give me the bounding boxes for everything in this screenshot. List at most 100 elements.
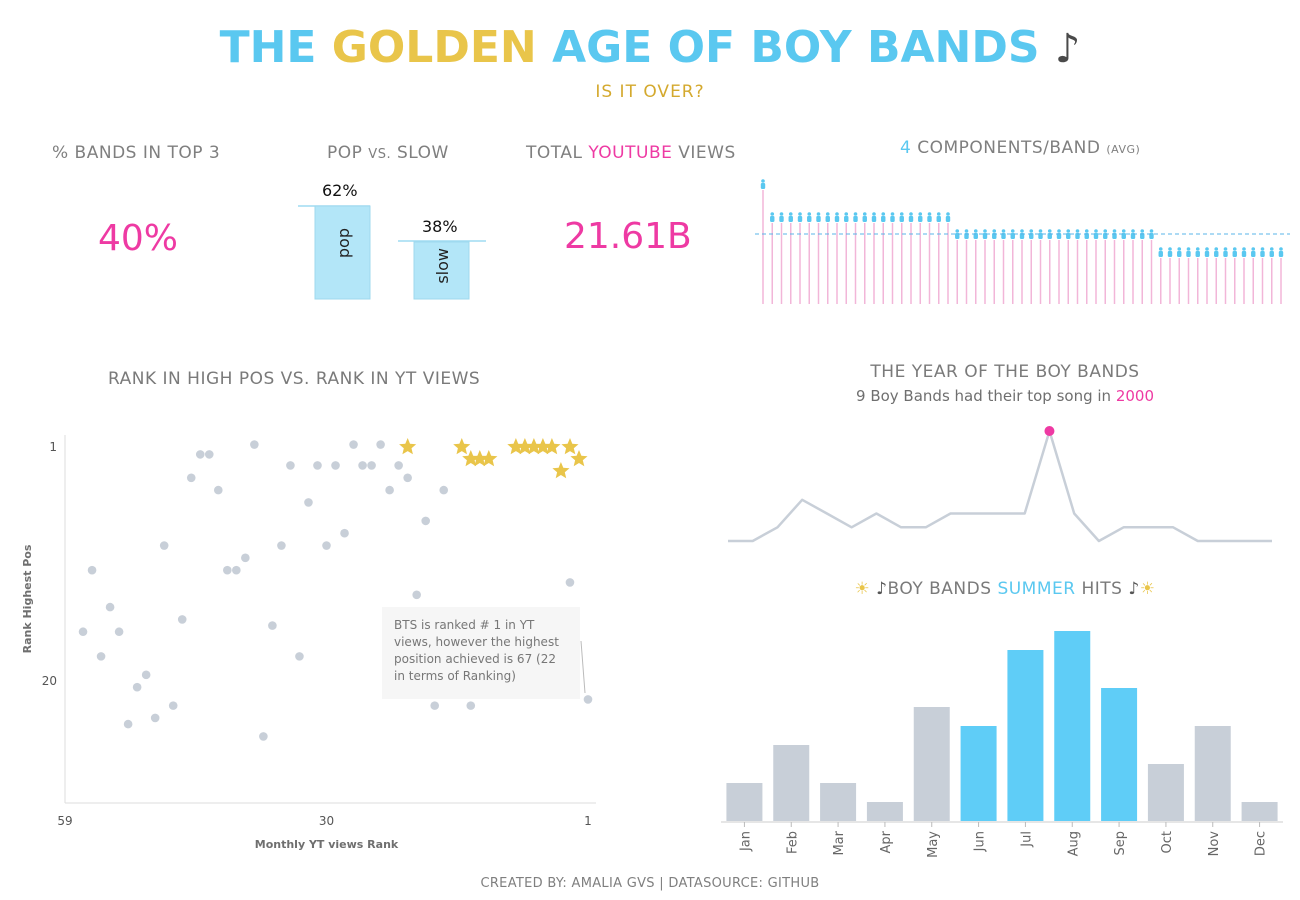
person-icon: [1204, 247, 1210, 257]
person-icon: [927, 212, 932, 222]
summer-title-c: HITS: [1075, 579, 1123, 599]
views-title: TOTAL YOUTUBE VIEWS: [526, 143, 736, 163]
pop-pct-label: 62%: [322, 181, 358, 200]
scatter-point: [340, 528, 349, 538]
person-icon: [760, 179, 766, 189]
person-icon: [1260, 247, 1265, 257]
month-bar: [1101, 688, 1138, 821]
person-icon: [1038, 229, 1043, 239]
month-label: Feb: [785, 831, 800, 854]
person-icon: [1167, 247, 1173, 257]
scatter-point: [277, 541, 286, 550]
month-bar: [1054, 631, 1091, 821]
scatter-point: [403, 473, 412, 483]
scatter-point: [331, 461, 340, 470]
scatter-point: [358, 461, 367, 470]
month-bar: [726, 783, 763, 821]
scatter-point: [583, 695, 593, 704]
month-label: Oct: [1160, 831, 1175, 853]
components-title-small: (AVG): [1106, 143, 1141, 156]
person-icon: [816, 212, 821, 222]
y-tick-label: 1: [49, 440, 57, 454]
month-bar: [960, 726, 997, 821]
footer-credits: CREATED BY: AMALIA GVS | DATASOURCE: GIT…: [480, 876, 820, 891]
x-tick-label: 1: [584, 814, 592, 828]
person-icon: [890, 212, 895, 222]
views-title-a: TOTAL: [526, 143, 589, 163]
month-bar: [1194, 726, 1231, 821]
person-icon: [825, 212, 830, 222]
person-icon: [1241, 247, 1247, 257]
sun-icon-left: ☀: [854, 579, 871, 599]
person-icon: [770, 212, 775, 222]
person-icon: [779, 212, 784, 222]
x-tick-label: 30: [319, 814, 334, 828]
scatter-point: [195, 450, 205, 459]
person-icon: [1093, 229, 1099, 239]
scatter-point: [87, 565, 97, 575]
person-icon: [1010, 229, 1015, 239]
person-icon: [936, 212, 941, 222]
top3-star-point: [552, 462, 570, 479]
scatter-point: [132, 682, 142, 692]
slow-pct-label: 38%: [422, 217, 458, 236]
month-label: Sep: [1113, 831, 1128, 856]
scatter-point: [250, 440, 259, 449]
top3-star-point: [561, 438, 579, 455]
annotation-connector: [580, 640, 586, 694]
scatter-point: [232, 565, 241, 575]
slow-bar: [413, 241, 470, 300]
person-icon: [1066, 229, 1071, 239]
scatter-title: RANK IN HIGH POS VS. RANK IN YT VIEWS: [108, 369, 481, 389]
pop-vs-slow-title: POP VS. SLOW: [327, 143, 449, 163]
person-icon: [834, 212, 840, 222]
sun-icon-right: ☀: [1139, 579, 1156, 599]
components-title-text: COMPONENTS/BAND: [911, 138, 1107, 158]
scatter-point: [322, 541, 331, 550]
top3-star-point: [399, 438, 417, 455]
person-icon: [871, 212, 877, 222]
month-label: May: [926, 831, 941, 858]
music-note-icon: ♪: [1054, 26, 1081, 72]
scatter-point: [376, 440, 385, 449]
scatter-point: [304, 498, 313, 507]
month-label: Nov: [1207, 831, 1222, 857]
month-bar: [820, 783, 857, 821]
scatter-point: [565, 578, 575, 587]
pop-vs-slow-chart: [298, 205, 486, 300]
scatter-point: [159, 541, 169, 550]
main-title: THE GOLDEN AGE OF BOY BANDS ♪: [0, 20, 1300, 77]
top3-star-point: [480, 450, 498, 467]
scatter-point: [412, 590, 421, 600]
pop-bar-label: pop: [334, 228, 353, 259]
scatter-point: [114, 627, 124, 637]
scatter-point: [385, 485, 394, 495]
top3-star-point: [462, 450, 480, 467]
scatter-point: [96, 652, 106, 661]
rank-scatter-chart: 59 30 1 1 20 Monthly YT views Rank Rank Highes…: [21, 435, 596, 851]
person-icon: [881, 212, 886, 222]
scatter-point: [286, 461, 295, 470]
year-sub-text: Boy Bands had their top song in: [865, 387, 1116, 405]
x-axis-title: Monthly YT views Rank: [255, 838, 399, 851]
title-part-golden: GOLDEN: [331, 22, 537, 73]
top3-star-point: [543, 438, 561, 455]
scatter-point: [394, 461, 403, 470]
scatter-point: [430, 701, 440, 710]
month-bar: [1007, 650, 1044, 821]
views-title-c: VIEWS: [672, 143, 736, 163]
person-icon: [844, 212, 849, 222]
title-part-3: AGE OF BOY BANDS: [536, 22, 1040, 73]
scatter-point: [223, 565, 232, 575]
summer-title-summer: SUMMER: [997, 579, 1076, 599]
person-icon: [1186, 247, 1191, 257]
person-icon: [1232, 247, 1237, 257]
scatter-point: [439, 485, 449, 495]
person-icon: [1214, 247, 1219, 257]
components-title: 4 COMPONENTS/BAND (AVG): [900, 138, 1140, 158]
month-label: Jun: [973, 831, 988, 852]
month-label: Apr: [879, 830, 894, 853]
top3-star-point: [534, 438, 552, 455]
components-title-num: 4: [900, 138, 912, 158]
components-chart: [755, 179, 1290, 304]
